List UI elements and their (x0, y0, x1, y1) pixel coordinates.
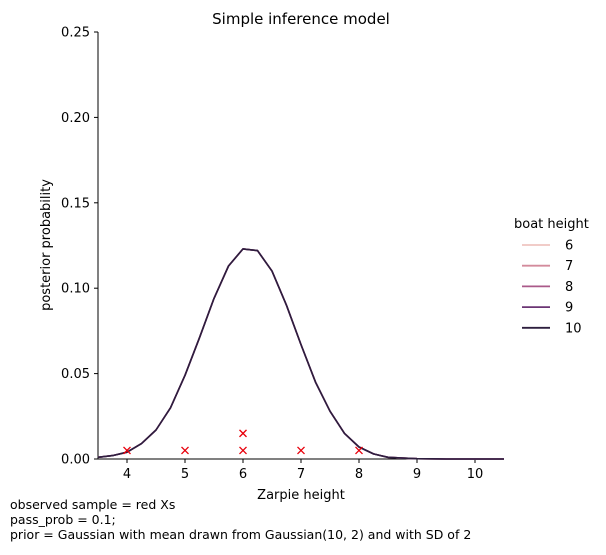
legend-label-6: 6 (565, 239, 573, 254)
x-tick-label: 10 (467, 467, 484, 482)
x-tick-label: 9 (413, 467, 421, 482)
legend-label-10: 10 (565, 321, 582, 336)
y-tick-label: 0.20 (61, 111, 90, 126)
observed-sample-marker (239, 429, 247, 438)
x-tick-label: 5 (181, 467, 189, 482)
caption-pass-prob: pass_prob = 0.1; (10, 512, 116, 527)
series-line-10 (97, 248, 504, 460)
x-tick-label: 7 (297, 467, 305, 482)
observed-samples (123, 429, 363, 455)
series-line-6 (97, 248, 504, 460)
legend-label-7: 7 (565, 259, 573, 274)
y-tick-label: 0.10 (61, 282, 90, 297)
caption-prior: prior = Gaussian with mean drawn from Ga… (10, 527, 472, 542)
legend-label-8: 8 (565, 280, 573, 295)
observed-sample-marker (123, 446, 131, 455)
legend-label-9: 9 (565, 301, 573, 316)
observed-sample-marker (181, 446, 189, 455)
legend-title: boat height (514, 217, 589, 232)
caption-observed: observed sample = red Xs (10, 497, 176, 512)
series-line-7 (97, 248, 504, 460)
chart-title: Simple inference model (212, 10, 390, 28)
observed-sample-marker (355, 446, 363, 455)
observed-sample-marker (297, 446, 305, 455)
observed-sample-marker (239, 446, 247, 455)
x-tick-label: 4 (123, 467, 131, 482)
y-axis-label: posterior probability (39, 179, 54, 311)
x-tick-label: 8 (355, 467, 363, 482)
y-tick-label: 0.05 (61, 367, 90, 382)
series-line-9 (97, 248, 504, 460)
legend: boat height 6 7 8 9 10 (514, 217, 589, 336)
y-tick-label: 0.15 (61, 196, 90, 211)
x-tick-label: 6 (239, 467, 247, 482)
y-tick-label: 0.25 (61, 26, 90, 41)
axes: 4 5 6 7 8 9 10 0.00 0.05 0.10 0.15 0.20 0.25 (61, 26, 504, 482)
series-layer (97, 248, 504, 460)
y-tick-label: 0.00 (61, 453, 90, 468)
series-line-8 (97, 248, 504, 460)
x-axis-label: Zarpie height (257, 488, 345, 503)
